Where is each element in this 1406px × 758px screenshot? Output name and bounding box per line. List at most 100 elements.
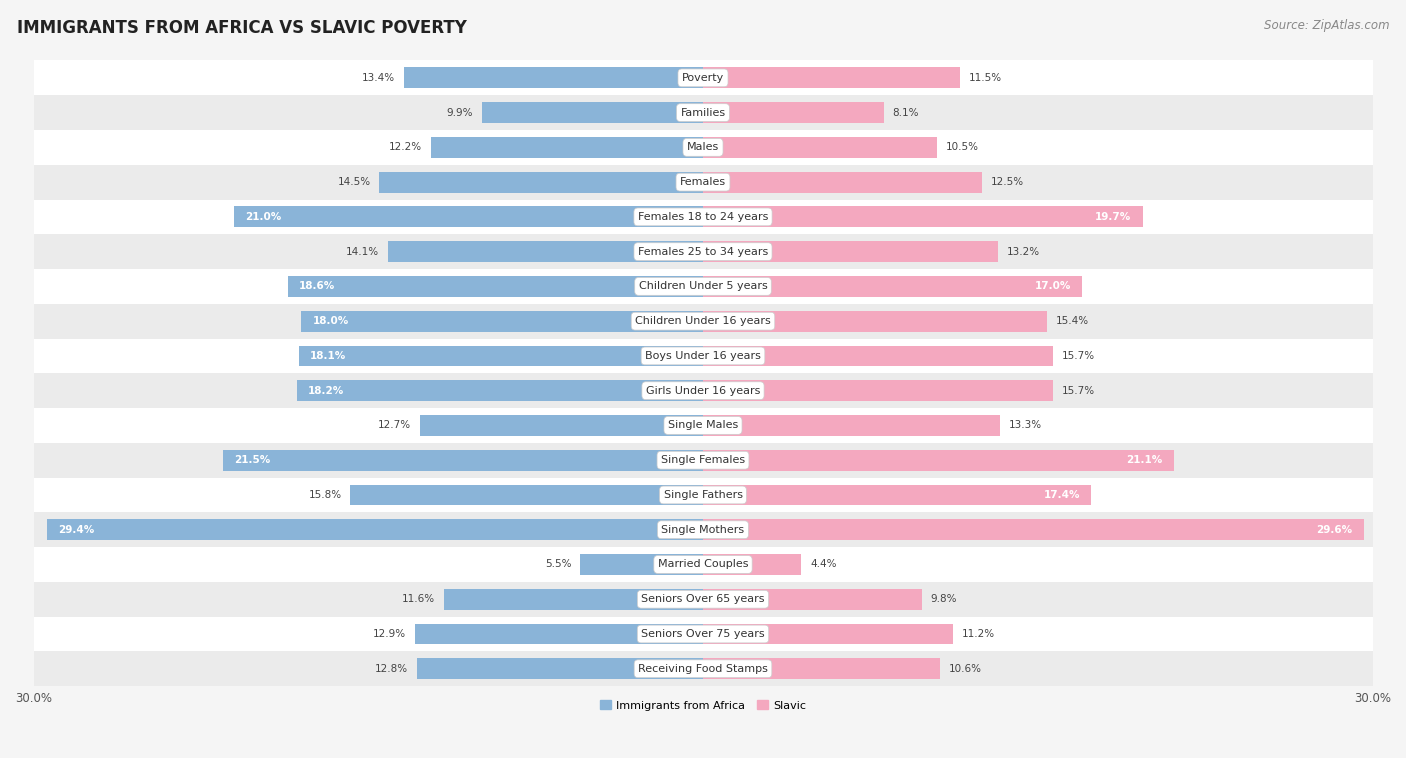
Bar [34,164,1372,199]
Text: 12.2%: 12.2% [388,143,422,152]
Text: 21.1%: 21.1% [1126,456,1163,465]
Bar [703,172,981,193]
Bar [703,67,960,88]
Bar [430,137,703,158]
Bar [34,234,1372,269]
Text: Single Males: Single Males [668,421,738,431]
Text: Source: ZipAtlas.com: Source: ZipAtlas.com [1264,19,1389,32]
Bar [703,206,1143,227]
Bar [34,199,1372,234]
Bar [418,659,703,679]
Bar [404,67,703,88]
Bar [703,519,1364,540]
Text: 18.6%: 18.6% [299,281,335,291]
Text: Receiving Food Stamps: Receiving Food Stamps [638,664,768,674]
Text: 21.0%: 21.0% [246,212,281,222]
Text: 9.8%: 9.8% [931,594,957,604]
Bar [703,102,884,123]
Bar [34,582,1372,616]
Text: 15.4%: 15.4% [1056,316,1088,326]
Text: 29.4%: 29.4% [58,525,94,534]
Text: Females 18 to 24 years: Females 18 to 24 years [638,212,768,222]
Text: 12.5%: 12.5% [991,177,1024,187]
Bar [34,408,1372,443]
Text: Females 25 to 34 years: Females 25 to 34 years [638,246,768,257]
Bar [46,519,703,540]
Bar [301,311,703,331]
Text: 13.4%: 13.4% [361,73,395,83]
Bar [34,339,1372,373]
Text: Seniors Over 75 years: Seniors Over 75 years [641,629,765,639]
Text: 18.2%: 18.2% [308,386,344,396]
Text: Poverty: Poverty [682,73,724,83]
Bar [34,478,1372,512]
Bar [703,346,1053,366]
Bar [703,589,922,609]
Bar [34,373,1372,408]
Bar [34,304,1372,339]
Bar [703,276,1083,297]
Bar [388,241,703,262]
Text: Seniors Over 65 years: Seniors Over 65 years [641,594,765,604]
Text: Boys Under 16 years: Boys Under 16 years [645,351,761,361]
Text: 11.2%: 11.2% [962,629,995,639]
Bar [235,206,703,227]
Bar [34,547,1372,582]
Text: 21.5%: 21.5% [235,456,270,465]
Bar [703,415,1000,436]
Bar [34,651,1372,686]
Text: 15.8%: 15.8% [308,490,342,500]
Bar [350,484,703,506]
Text: 17.0%: 17.0% [1035,281,1071,291]
Bar [34,269,1372,304]
Legend: Immigrants from Africa, Slavic: Immigrants from Africa, Slavic [595,696,811,715]
Text: 18.1%: 18.1% [311,351,346,361]
Bar [703,449,1174,471]
Text: 15.7%: 15.7% [1063,386,1095,396]
Text: 15.7%: 15.7% [1063,351,1095,361]
Text: 10.5%: 10.5% [946,143,979,152]
Bar [415,624,703,644]
Text: Single Females: Single Females [661,456,745,465]
Bar [297,381,703,401]
Text: 10.6%: 10.6% [949,664,981,674]
Text: 14.1%: 14.1% [346,246,380,257]
Text: 12.9%: 12.9% [373,629,406,639]
Bar [34,512,1372,547]
Bar [34,61,1372,96]
Text: 11.6%: 11.6% [402,594,436,604]
Text: 9.9%: 9.9% [447,108,474,117]
Bar [34,443,1372,478]
Text: 4.4%: 4.4% [810,559,837,569]
Text: Single Fathers: Single Fathers [664,490,742,500]
Bar [703,381,1053,401]
Bar [703,554,801,575]
Text: Single Mothers: Single Mothers [661,525,745,534]
Text: Children Under 5 years: Children Under 5 years [638,281,768,291]
Bar [444,589,703,609]
Bar [224,449,703,471]
Text: 17.4%: 17.4% [1043,490,1080,500]
Text: 11.5%: 11.5% [969,73,1001,83]
Bar [482,102,703,123]
Text: 18.0%: 18.0% [312,316,349,326]
Text: Married Couples: Married Couples [658,559,748,569]
Text: 8.1%: 8.1% [893,108,920,117]
Bar [703,137,938,158]
Bar [703,241,998,262]
Text: IMMIGRANTS FROM AFRICA VS SLAVIC POVERTY: IMMIGRANTS FROM AFRICA VS SLAVIC POVERTY [17,19,467,37]
Text: 13.2%: 13.2% [1007,246,1039,257]
Text: 13.3%: 13.3% [1008,421,1042,431]
Bar [703,624,953,644]
Bar [419,415,703,436]
Bar [703,311,1046,331]
Text: Girls Under 16 years: Girls Under 16 years [645,386,761,396]
Bar [299,346,703,366]
Text: 5.5%: 5.5% [546,559,571,569]
Bar [288,276,703,297]
Text: 29.6%: 29.6% [1316,525,1353,534]
Bar [34,130,1372,164]
Text: 14.5%: 14.5% [337,177,371,187]
Text: Females: Females [681,177,725,187]
Text: Males: Males [688,143,718,152]
